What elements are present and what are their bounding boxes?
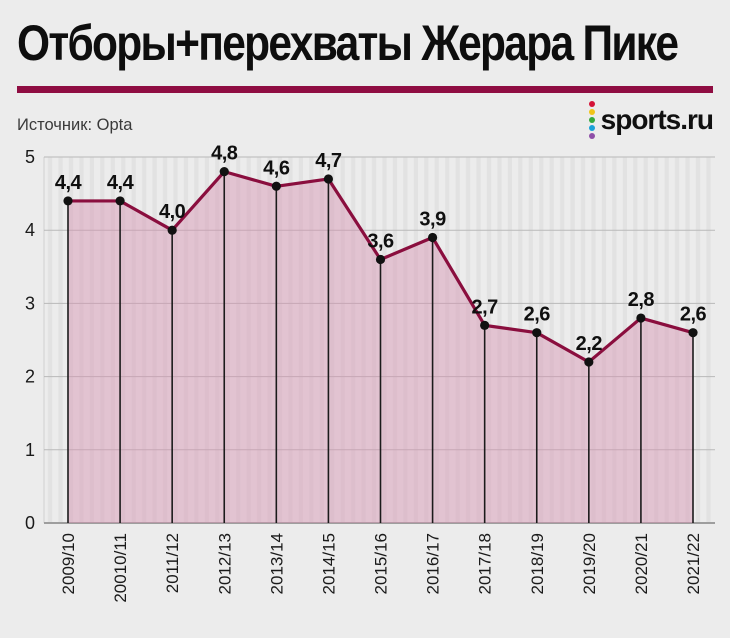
value-label: 4,7	[315, 150, 342, 172]
data-point	[323, 174, 334, 184]
point-stems	[67, 171, 694, 523]
y-tick-label: 5	[25, 147, 35, 167]
y-tick-label: 1	[25, 440, 35, 460]
value-label: 2,6	[680, 304, 707, 326]
x-tick-label: 2012/13	[215, 533, 234, 594]
x-tick-label: 2017/18	[476, 533, 495, 594]
data-points	[63, 167, 698, 367]
value-label: 4,4	[107, 172, 135, 194]
title-divider	[17, 86, 713, 93]
y-tick-label: 0	[25, 513, 35, 533]
y-tick-label: 3	[25, 293, 35, 313]
x-tick-label: 2021/22	[684, 533, 703, 594]
x-tick-label: 2016/17	[424, 533, 443, 594]
data-point	[584, 357, 594, 367]
x-tick-label: 20010/11	[111, 533, 130, 603]
data-point	[375, 254, 386, 265]
x-tick-labels: 2009/10 20010/11 2011/12 2012/13 2013/14 2014…	[59, 533, 703, 603]
value-labels: 4,4 4,4 4,0 4,8 4,6 4,7 3,6 3,9 2,7 2,6 2,2 2,8 2,6	[55, 143, 707, 355]
sports-ru-logo: sports.ru	[588, 101, 714, 139]
logo-dot-icon	[588, 125, 595, 131]
value-label: 2,2	[576, 333, 603, 355]
data-point	[115, 196, 125, 206]
x-tick-label: 2019/20	[580, 533, 599, 594]
data-point	[636, 313, 646, 323]
y-tick-label: 2	[25, 367, 35, 387]
value-label: 4,0	[159, 201, 186, 223]
value-label: 4,8	[211, 143, 238, 165]
value-label: 2,6	[524, 304, 551, 326]
x-tick-label: 2018/19	[528, 533, 547, 594]
x-tick-label: 2011/12	[163, 533, 182, 593]
plot-background	[44, 157, 712, 523]
data-point	[63, 196, 73, 206]
data-point	[688, 328, 698, 338]
data-point	[219, 167, 229, 177]
gridlines	[44, 156, 715, 524]
value-label: 2,7	[472, 296, 499, 318]
data-point	[427, 232, 438, 243]
value-label: 4,4	[55, 172, 83, 194]
value-label: 2,8	[628, 289, 655, 311]
x-tick-label: 2013/14	[267, 533, 286, 594]
value-label: 3,9	[419, 209, 446, 231]
logo-dot-icon	[588, 117, 595, 123]
data-point	[167, 225, 177, 235]
page-title: Отборы+перехваты Жерара Пике	[17, 15, 679, 71]
y-tick-label: 4	[25, 220, 35, 240]
logo-dot-icon	[588, 101, 595, 107]
x-tick-label: 2009/10	[59, 533, 78, 594]
source-label: Источник: Opta	[17, 116, 133, 134]
data-point	[480, 320, 490, 330]
value-label: 4,6	[263, 157, 290, 179]
y-tick-labels: 0 1 2 3 4 5	[25, 147, 35, 533]
logo-dots-icon	[588, 101, 595, 139]
logo-dot-icon	[588, 133, 595, 139]
x-tick-label: 2015/16	[372, 533, 391, 594]
data-point	[271, 181, 281, 191]
value-label: 3,6	[367, 230, 394, 252]
data-point	[532, 328, 542, 338]
x-tick-label: 2014/15	[319, 533, 338, 594]
x-tick-label: 2020/21	[632, 533, 651, 594]
logo-text: sports.ru	[600, 104, 714, 135]
logo-dot-icon	[588, 109, 595, 115]
